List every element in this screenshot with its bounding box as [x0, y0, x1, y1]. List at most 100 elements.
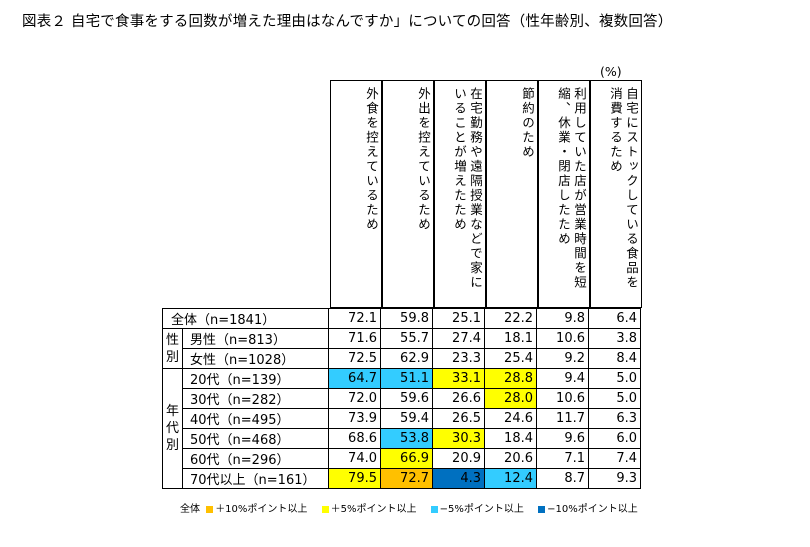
column-header-going-out: 外出を控えているため [382, 80, 434, 308]
table-cell: 6.4 [588, 308, 641, 329]
table-cell: 20.6 [484, 448, 537, 469]
column-header-store-closure: 利用していた店が営業時間を短縮、休業・閉店したため [538, 80, 590, 308]
table-cell: 59.8 [380, 308, 433, 329]
table-row: 性別 男性（n=813） 71.6 55.7 27.4 18.1 10.6 3.… [162, 328, 641, 369]
table-row: 全体（n=1841） 72.1 59.8 25.1 22.2 9.8 6.4 [162, 308, 641, 329]
legend-swatch-yellow [321, 505, 329, 513]
table-cell: 10.6 [536, 328, 589, 349]
table-cell: 73.9 [328, 408, 381, 429]
unit-label: (%) [600, 64, 622, 79]
table-row: 60代（n=296） 74.0 66.9 20.9 20.6 7.1 7.4 [163, 448, 641, 469]
column-header-eating-out: 外食を控えているため [330, 80, 382, 308]
legend-label: −5%ポイント以上 [439, 504, 524, 515]
legend-swatch-orange [206, 505, 214, 513]
table-cell: 66.9 [380, 448, 433, 469]
row-label: 30代（n=282） [182, 388, 329, 409]
table-cell: 23.3 [432, 348, 485, 369]
group-label-sex: 性別 [162, 328, 183, 369]
table-cell: 25.4 [484, 348, 537, 369]
table-cell: 9.4 [536, 368, 589, 389]
table-cell: 27.4 [432, 328, 485, 349]
column-header-text: 外出を控えているため [416, 87, 431, 232]
table-cell: 28.0 [484, 388, 537, 409]
table-cell: 53.8 [380, 428, 433, 449]
table-cell: 72.5 [328, 348, 381, 369]
table-cell: 7.1 [536, 448, 589, 469]
table-cell: 7.4 [588, 448, 641, 469]
table-cell: 59.4 [380, 408, 433, 429]
table-cell: 25.1 [432, 308, 485, 329]
table-cell: 51.1 [380, 368, 433, 389]
table-cell: 71.6 [328, 328, 381, 349]
row-label: 40代（n=495） [182, 408, 329, 429]
table-cell: 72.1 [328, 308, 381, 329]
column-header-text: 利用していた店が営業時間を短縮、休業・閉店したため [556, 87, 587, 290]
table-cell: 10.6 [536, 388, 589, 409]
group-label-text: 年代別 [165, 404, 179, 453]
table-cell: 5.0 [588, 368, 641, 389]
table-cell: 18.1 [484, 328, 537, 349]
table-cell: 64.7 [328, 368, 381, 389]
table-cell: 79.5 [328, 468, 381, 489]
group-label-text: 性別 [165, 332, 179, 365]
row-label: 男性（n=813） [182, 328, 329, 349]
table-cell: 8.7 [536, 468, 589, 489]
table-cell: 68.6 [328, 428, 381, 449]
legend-label: ＋10%ポイント以上 [215, 504, 308, 515]
table-row: 40代（n=495） 73.9 59.4 26.5 24.6 11.7 6.3 [163, 408, 641, 429]
legend-prefix: 全体 [180, 504, 200, 515]
table-row: 年代別 20代（n=139） 64.7 51.1 33.1 28.8 9.4 5… [162, 368, 641, 489]
table-cell: 62.9 [380, 348, 433, 369]
table-cell: 26.6 [432, 388, 485, 409]
legend-swatch-light-blue [430, 505, 438, 513]
column-header-remote-work: 在宅勤務や遠隔授業などで家にいることが増えたため [434, 80, 486, 308]
legend-swatch-dark-blue [538, 505, 546, 513]
table-cell: 9.3 [588, 468, 641, 489]
legend-label: ＋5%ポイント以上 [330, 504, 417, 515]
table-cell: 22.2 [484, 308, 537, 329]
row-label: 70代以上（n=161） [182, 468, 329, 489]
column-header-text: 自宅にストックしている食品を消費するため [608, 87, 639, 290]
column-header-text: 節約のため [520, 87, 535, 160]
table-cell: 12.4 [484, 468, 537, 489]
table-row: 70代以上（n=161） 79.5 72.7 4.3 12.4 8.7 9.3 [163, 468, 641, 489]
table-cell: 72.7 [380, 468, 433, 489]
table-cell: 11.7 [536, 408, 589, 429]
table-row: 50代（n=468） 68.6 53.8 30.3 18.4 9.6 6.0 [163, 428, 641, 449]
table-cell: 20.9 [432, 448, 485, 469]
table-cell: 9.2 [536, 348, 589, 369]
table-cell: 5.0 [588, 388, 641, 409]
column-header-stock-food: 自宅にストックしている食品を消費するため [590, 80, 642, 308]
table-cell: 24.6 [484, 408, 537, 429]
figure-title: 図表２ 自宅で食事をする回数が増えた理由はなんですか」についての回答（性年齢別、… [22, 14, 673, 30]
table-cell: 28.8 [484, 368, 537, 389]
table-cell: 6.0 [588, 428, 641, 449]
table-cell: 74.0 [328, 448, 381, 469]
row-label: 女性（n=1028） [182, 348, 329, 369]
row-label: 20代（n=139） [182, 368, 329, 389]
row-label: 60代（n=296） [182, 448, 329, 469]
column-header-text: 外食を控えているため [364, 87, 379, 232]
legend-label: −10%ポイント以上 [547, 504, 638, 515]
table-cell: 8.4 [588, 348, 641, 369]
table-row: 30代（n=282） 72.0 59.6 26.6 28.0 10.6 5.0 [163, 388, 641, 409]
table-cell: 55.7 [380, 328, 433, 349]
table-cell: 30.3 [432, 428, 485, 449]
table-cell: 9.6 [536, 428, 589, 449]
row-label: 全体（n=1841） [162, 308, 329, 329]
table-cell: 6.3 [588, 408, 641, 429]
table-cell: 4.3 [432, 468, 485, 489]
column-header-text: 在宅勤務や遠隔授業などで家にいることが増えたため [452, 87, 483, 290]
table-cell: 72.0 [328, 388, 381, 409]
legend: 全体 ＋10%ポイント以上 ＋5%ポイント以上 −5%ポイント以上 −10%ポイ… [180, 500, 638, 515]
table-row: 女性（n=1028） 72.5 62.9 23.3 25.4 9.2 8.4 [163, 348, 641, 369]
column-header-saving: 節約のため [486, 80, 538, 308]
table-cell: 26.5 [432, 408, 485, 429]
table-cell: 33.1 [432, 368, 485, 389]
table-cell: 59.6 [380, 388, 433, 409]
group-label-age: 年代別 [162, 368, 183, 489]
table-cell: 9.8 [536, 308, 589, 329]
results-table: 全体（n=1841） 72.1 59.8 25.1 22.2 9.8 6.4 性… [162, 308, 641, 489]
row-label: 50代（n=468） [182, 428, 329, 449]
table-cell: 3.8 [588, 328, 641, 349]
